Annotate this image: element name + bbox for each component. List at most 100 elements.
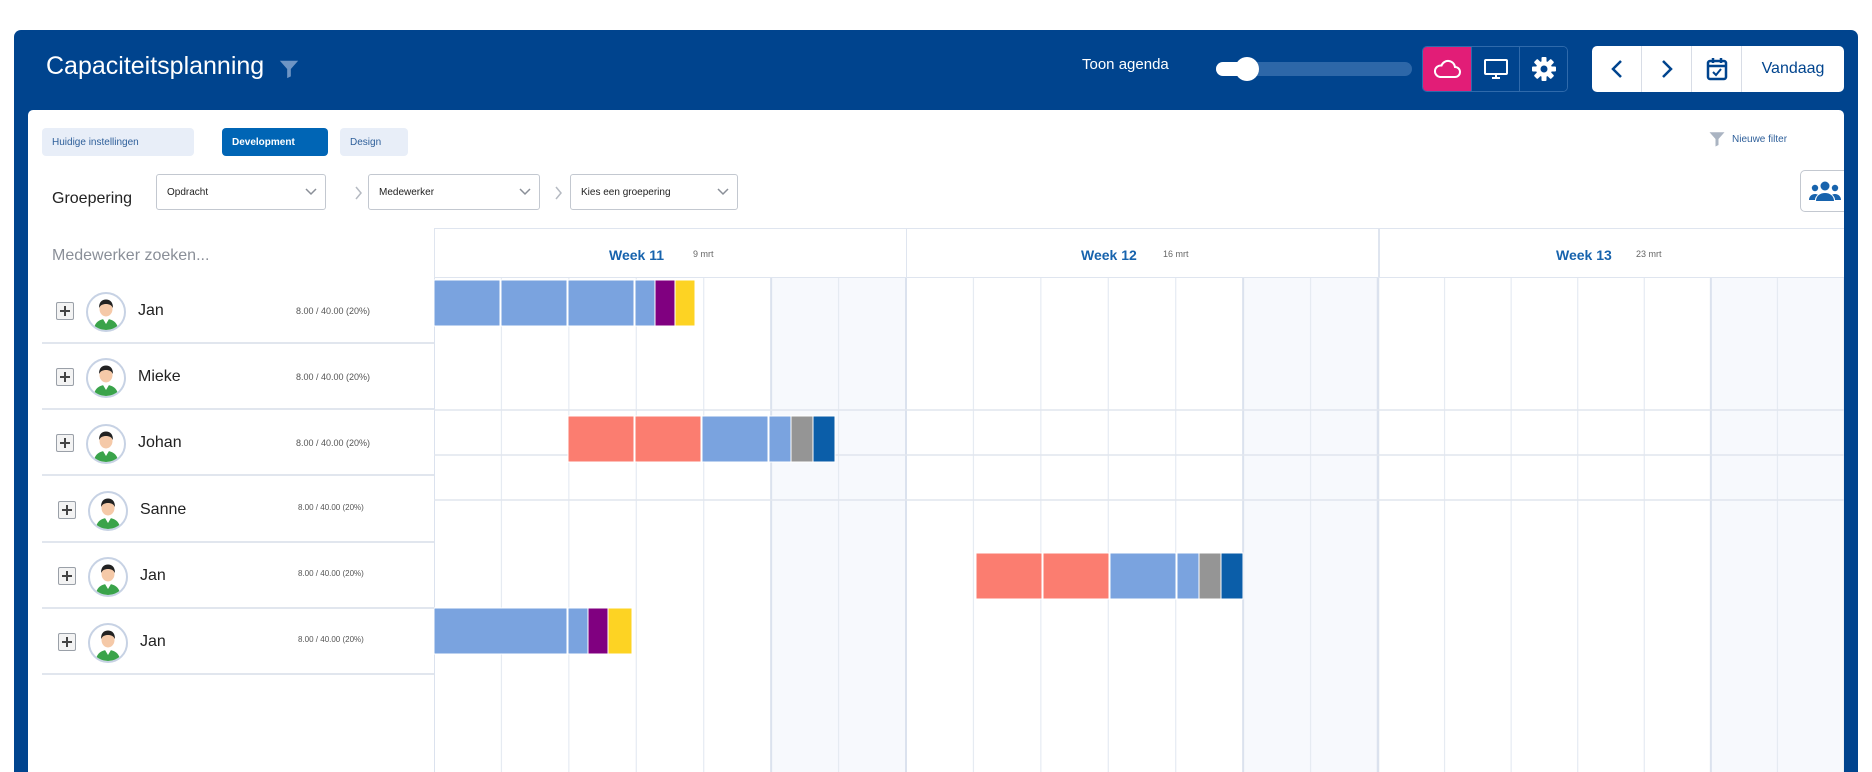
allocation-bar [634, 415, 702, 463]
week-column-11: Week 11 9 mrt [434, 229, 906, 277]
grouping-select-3[interactable]: Kies een groepering [570, 174, 738, 210]
allocation-bar [1042, 552, 1110, 600]
expand-button[interactable] [56, 368, 74, 386]
person-icon [96, 564, 120, 595]
allocation-bar [434, 607, 568, 655]
allocation-bar [812, 415, 836, 463]
filter-tag-development[interactable]: Development [222, 128, 328, 156]
employee-row[interactable]: Johan 8.00 / 40.00 (20%) [42, 410, 435, 476]
chevron-right-icon [1661, 60, 1673, 78]
expand-button[interactable] [58, 501, 76, 519]
allocation-bar [674, 279, 696, 327]
allocation-bar [607, 607, 633, 655]
toon-agenda-label: Toon agenda [1082, 56, 1169, 73]
week-column-13: Week 13 23 mrt [1378, 229, 1844, 277]
avatar [88, 623, 128, 663]
monitor-button[interactable] [1471, 47, 1519, 91]
expand-button[interactable] [56, 302, 74, 320]
cloud-button[interactable] [1423, 47, 1471, 91]
filter-icon[interactable] [278, 58, 300, 80]
person-icon [94, 365, 118, 396]
employee-name: Jan [138, 302, 164, 319]
allocation-bar [654, 279, 676, 327]
allocation-bar [567, 415, 635, 463]
filter-tag-huidige-instellingen[interactable]: Huidige instellingen [42, 128, 194, 156]
chevron-right-icon [555, 186, 562, 200]
week-date: 9 mrt [693, 249, 714, 259]
grouping-select-3-value: Kies een groepering [581, 186, 671, 198]
next-button[interactable] [1642, 46, 1692, 92]
grouping-select-2[interactable]: Medewerker [368, 174, 540, 210]
calendar-icon [1706, 58, 1727, 81]
employee-hours: 8.00 / 40.00 (20%) [298, 635, 364, 644]
grouping-select-1-value: Opdracht [167, 186, 209, 198]
grouping-select-2-value: Medewerker [379, 186, 435, 198]
chevron-down-icon [519, 188, 531, 196]
employee-name: Jan [140, 567, 166, 584]
person-icon [96, 498, 120, 529]
agenda-slider[interactable] [1216, 57, 1412, 81]
employee-name: Sanne [140, 501, 187, 518]
allocation-bar [587, 607, 609, 655]
page-title: Capaciteitsplanning [46, 52, 265, 80]
allocation-bar [790, 415, 814, 463]
employee-search-input[interactable] [52, 247, 412, 265]
allocation-bar [768, 415, 792, 463]
plus-icon [60, 372, 70, 382]
expand-button[interactable] [56, 434, 74, 452]
allocation-bar [701, 415, 769, 463]
planning-grid [434, 278, 1844, 772]
employee-hours: 8.00 / 40.00 (20%) [298, 503, 364, 512]
planning-panel: Huidige instellingen Development Design … [28, 110, 1844, 772]
expand-button[interactable] [58, 633, 76, 651]
employee-row[interactable]: Jan 8.00 / 40.00 (20%) [42, 278, 435, 344]
avatar [86, 292, 126, 332]
chevron-down-icon [717, 188, 729, 196]
week-column-12: Week 12 16 mrt [906, 229, 1378, 277]
allocation-bar [434, 279, 501, 327]
today-button[interactable]: Vandaag [1761, 60, 1825, 77]
avatar [86, 358, 126, 398]
employee-row[interactable]: Jan 8.00 / 40.00 (20%) [42, 543, 435, 609]
employee-list: Jan 8.00 / 40.00 (20%) Mieke 8.00 / 40.00 (… [42, 278, 435, 772]
employee-row[interactable]: Mieke 8.00 / 40.00 (20%) [42, 344, 435, 410]
expand-button[interactable] [58, 567, 76, 585]
employee-row[interactable]: Jan 8.00 / 40.00 (20%) [42, 609, 435, 675]
allocation-bar [1220, 552, 1244, 600]
allocation-bar [567, 607, 589, 655]
filter-tag-design[interactable]: Design [340, 128, 408, 156]
grouping-select-1[interactable]: Opdracht [156, 174, 326, 210]
allocation-bar [500, 279, 568, 327]
chevron-left-icon [1610, 60, 1622, 78]
settings-button[interactable] [1519, 47, 1567, 91]
employee-hours: 8.00 / 40.00 (20%) [296, 372, 371, 382]
person-icon [94, 299, 118, 330]
week-label: Week 13 [1556, 247, 1612, 263]
calendar-button[interactable] [1692, 46, 1742, 92]
new-filter-label: Nieuwe filter [1732, 133, 1788, 145]
employee-hours: 8.00 / 40.00 (20%) [296, 438, 371, 448]
monitor-icon [1483, 59, 1508, 79]
employee-row[interactable]: Sanne 8.00 / 40.00 (20%) [42, 477, 435, 543]
slider-thumb[interactable] [1235, 57, 1260, 81]
avatar [88, 557, 128, 597]
plus-icon [62, 505, 72, 515]
allocation-bar [1176, 552, 1200, 600]
new-filter-button[interactable]: Nieuwe filter [1708, 130, 1787, 148]
week-label: Week 11 [609, 247, 665, 263]
users-button[interactable] [1800, 170, 1844, 212]
chevron-right-icon [355, 186, 362, 200]
allocation-bar [975, 552, 1043, 600]
week-label: Week 12 [1081, 247, 1137, 263]
employee-name: Jan [140, 633, 166, 650]
employee-name: Mieke [138, 368, 181, 385]
slider-track [1216, 62, 1412, 76]
employee-hours: 8.00 / 40.00 (20%) [298, 569, 364, 578]
week-date: 16 mrt [1163, 249, 1189, 259]
previous-button[interactable] [1592, 46, 1642, 92]
view-mode-group [1422, 46, 1568, 92]
week-header: Week 11 9 mrt Week 12 16 mrt Week 13 23 … [434, 228, 1844, 278]
employee-name: Johan [138, 434, 182, 451]
person-icon [94, 431, 118, 462]
allocation-bar [1109, 552, 1177, 600]
